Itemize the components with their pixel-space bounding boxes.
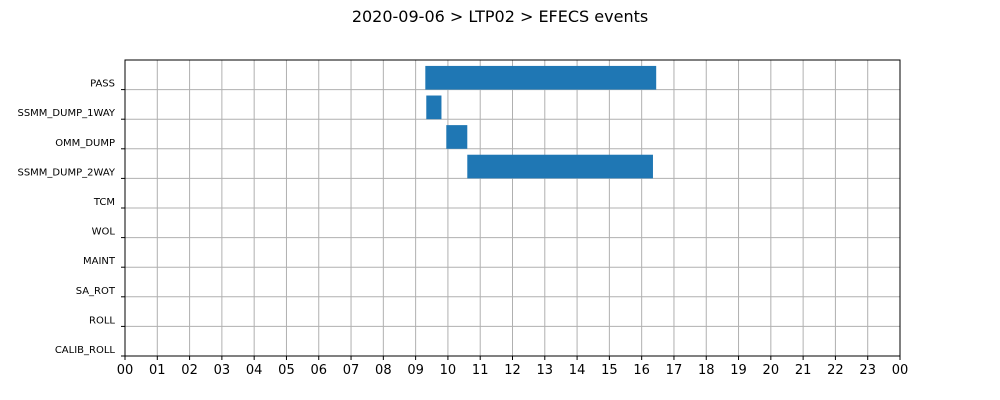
event-bar [425, 65, 657, 90]
plot-frame [124, 59, 901, 357]
x-tick-label: 17 [666, 363, 683, 378]
x-tick-label: 20 [763, 363, 780, 378]
y-category-label: MAINT [83, 256, 116, 267]
x-tick-label: 15 [601, 363, 618, 378]
y-category-label: WOL [92, 227, 116, 238]
x-tick-label: 00 [892, 363, 909, 378]
x-tick-label: 01 [149, 363, 166, 378]
x-tick-label: 16 [633, 363, 650, 378]
x-tick-label: 11 [472, 363, 489, 378]
x-tick-label: 03 [214, 363, 231, 378]
x-tick-label: 07 [343, 363, 360, 378]
y-category-label: PASS [90, 79, 115, 90]
x-tick-label: 05 [278, 363, 295, 378]
event-bar [446, 125, 468, 149]
y-category-label: SSMM_DUMP_1WAY [17, 108, 115, 119]
x-tick-label: 10 [440, 363, 457, 378]
y-category-label: CALIB_ROLL [55, 345, 116, 356]
y-category-label: OMM_DUMP [55, 138, 115, 149]
x-tick-label: 02 [181, 363, 198, 378]
x-tick-label: 04 [246, 363, 263, 378]
x-tick-label: 22 [827, 363, 844, 378]
x-tick-label: 13 [537, 363, 554, 378]
x-tick-label: 09 [407, 363, 424, 378]
x-tick-label: 19 [730, 363, 747, 378]
event-bar [467, 154, 653, 179]
x-tick-label: 23 [859, 363, 876, 378]
y-category-label: SSMM_DUMP_2WAY [17, 167, 115, 178]
grid-layer [124, 60, 901, 356]
x-tick-label: 21 [795, 363, 812, 378]
x-tick-label: 06 [310, 363, 327, 378]
axis-layer: 00 01 02 03 04 05 06 07 08 09 10 11 12 13 14 15 16 17 18 19… [17, 59, 909, 378]
bar-layer [425, 65, 657, 179]
x-tick-label: 18 [698, 363, 715, 378]
y-category-label: ROLL [89, 315, 115, 326]
x-tick-label: 14 [569, 363, 586, 378]
chart-title: 2020-09-06 > LTP02 > EFECS events [352, 7, 648, 26]
x-tick-label: 12 [504, 363, 521, 378]
y-category-label: TCM [93, 197, 115, 208]
event-bar [426, 95, 442, 120]
x-tick-label: 08 [375, 363, 392, 378]
y-category-label: SA_ROT [76, 286, 116, 297]
x-tick-label: 00 [117, 363, 134, 378]
